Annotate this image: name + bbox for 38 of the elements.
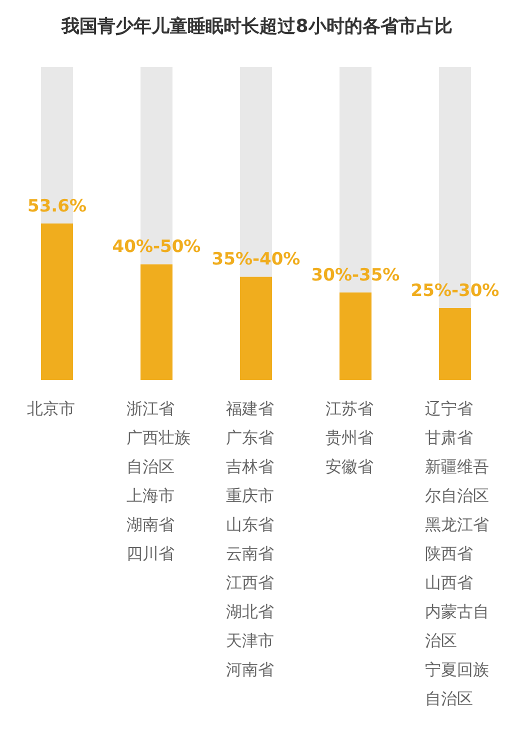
bar [439,308,471,380]
text: 广西壮族自治区 [126,428,190,476]
x-tick-label: 30%-35% [311,265,400,286]
text: 湖南省 [126,515,174,534]
text: 宁夏回族自治区 [425,660,489,708]
bar [340,292,372,380]
text: 上海市 [126,486,174,505]
text: 贵州省 [326,428,374,447]
text: 重庆市 [226,486,274,505]
bar [240,276,272,380]
bar [41,224,73,380]
text: 安徽省 [326,457,374,476]
x-tick-label: 53.6% [28,196,86,216]
text: 甘肃省 [425,428,473,447]
text: 黑龙江省 [425,515,489,534]
text: 云南省 [226,544,274,563]
annotation: 福建省 [226,399,274,418]
annotation: 北京市 [27,399,75,418]
annotation: 浙江省 [126,399,174,418]
x-tick-label: 25%-30% [410,281,500,302]
text: 天津市 [226,631,274,650]
x-tick-label: 40%-50% [112,237,201,258]
text: 吉林省 [226,457,274,476]
text: 山西省 [425,573,473,592]
text: 四川省 [126,544,174,563]
text: 内蒙古自治区 [425,602,489,650]
text: 新疆维吾尔自治区 [425,457,489,505]
x-tick-label: 35%-40% [212,250,300,270]
text: 山东省 [226,515,274,534]
text: 湖北省 [226,602,274,621]
text: 广东省 [226,428,274,447]
bar [140,264,172,380]
annotation: 辽宁省 [425,399,473,418]
text: 江西省 [226,573,274,592]
chart-title: 我国青少年儿童睡眠时长超过8小时的各省市占比 [60,16,452,37]
text: 陕西省 [425,544,473,563]
annotation: 江苏省 [326,399,374,418]
text: 河南省 [226,660,274,679]
